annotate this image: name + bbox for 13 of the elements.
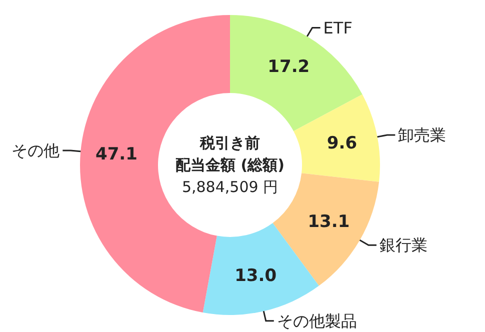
data-label: 13.1 <box>308 212 350 232</box>
data-label: 9.6 <box>326 134 358 154</box>
text: 税引き前 <box>199 134 260 152</box>
text: 5,884,509 円 <box>182 178 278 196</box>
slice-label: その他 <box>12 140 60 160</box>
slice-label: 卸売業 <box>398 126 446 145</box>
text: 配当金額 (総額) <box>176 156 284 174</box>
slice-label: その他製品 <box>276 311 357 330</box>
data-label: 47.1 <box>95 144 138 165</box>
slice-label: ETF <box>323 18 352 38</box>
data-label: 17.2 <box>268 57 310 78</box>
data-label: 13.0 <box>234 266 277 286</box>
slice-label: 銀行業 <box>379 236 428 255</box>
